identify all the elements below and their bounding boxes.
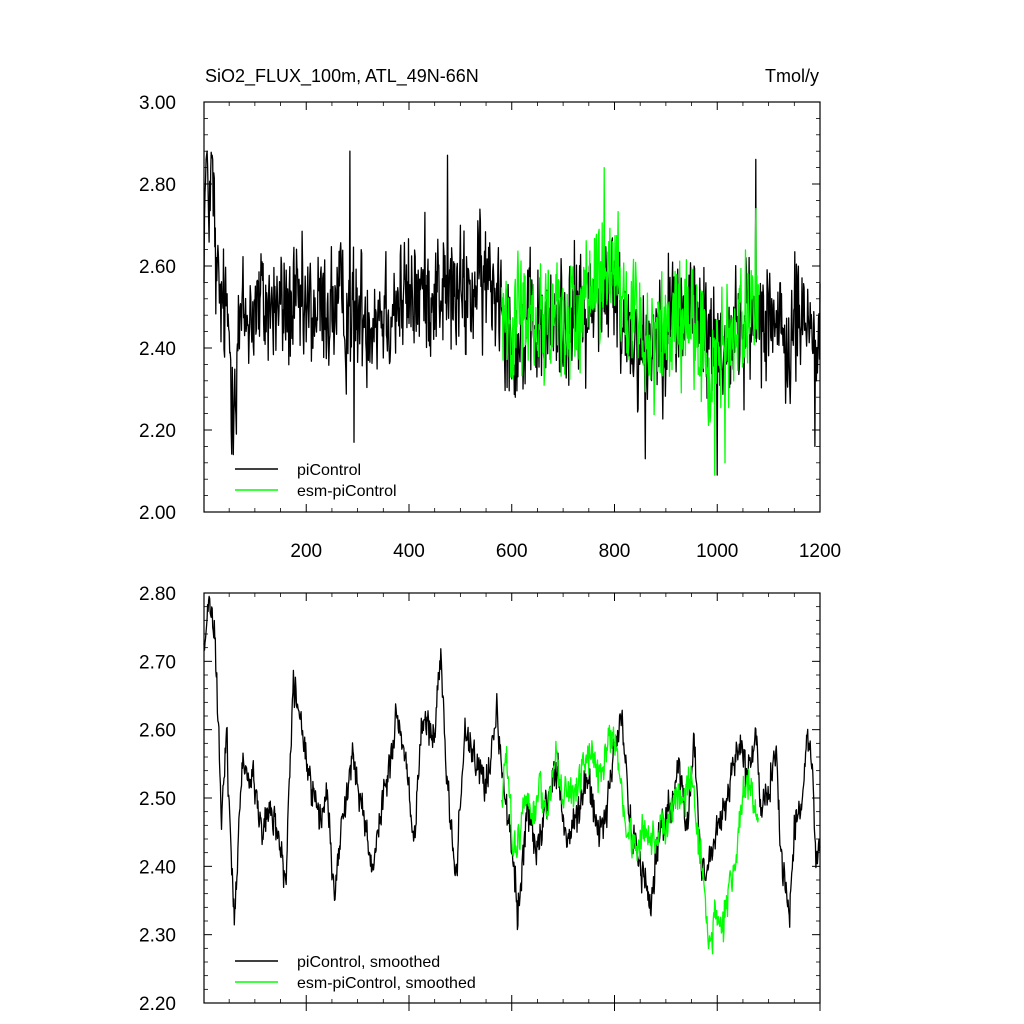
bottom-ytick-label: 2.70 — [139, 652, 176, 673]
top-plot-frame — [203, 101, 821, 513]
top-legend-label-picontrol: piControl — [297, 462, 361, 479]
top-xtick-label: 400 — [393, 541, 425, 562]
bottom-series-line-esm-picontrol-smoothed — [500, 724, 759, 955]
top-xtick-label: 200 — [290, 541, 322, 562]
top-series-line-esm-picontrol — [500, 166, 759, 476]
bottom-legend-label-esm-picontrol: esm-piControl, smoothed — [297, 975, 476, 992]
top-ytick-label: 2.60 — [139, 257, 176, 278]
top-legend-label-esm-picontrol: esm-piControl — [297, 483, 397, 500]
bottom-series-group — [203, 595, 821, 955]
top-chart-units: Tmol/y — [765, 66, 819, 86]
top-xtick-label: 1200 — [799, 541, 841, 562]
top-ytick-label: 2.80 — [139, 175, 176, 196]
top-ticks-group: 2.00 2.20 2.40 2.60 2.80 3.00 200 400 600 800 1000… — [139, 93, 841, 562]
top-series-group — [203, 150, 821, 476]
top-xtick-label: 600 — [496, 541, 528, 562]
bottom-ticks-group: 2.20 2.30 2.40 2.50 2.60 2.70 2.80 — [139, 584, 821, 1015]
top-chart-title: SiO2_FLUX_100m, ATL_49N-66N — [205, 66, 479, 87]
bottom-series-line-picontrol-smoothed — [203, 595, 821, 931]
top-legend: piControl esm-piControl — [235, 462, 397, 500]
top-panel: SiO2_FLUX_100m, ATL_49N-66N Tmol/y 2.002… — [139, 66, 841, 562]
bottom-ytick-label: 2.50 — [139, 789, 176, 810]
bottom-legend: piControl, smoothed esm-piControl, smoot… — [235, 954, 476, 992]
top-ytick-label: 3.00 — [139, 93, 176, 114]
bottom-legend-label-picontrol: piControl, smoothed — [297, 954, 440, 971]
bottom-ytick-label: 2.80 — [139, 584, 176, 605]
top-ytick-label: 2.20 — [139, 421, 176, 442]
bottom-ytick-label: 2.20 — [139, 994, 176, 1015]
bottom-plot-frame — [203, 592, 821, 1004]
bottom-ytick-label: 2.40 — [139, 857, 176, 878]
top-ytick-label: 2.40 — [139, 339, 176, 360]
bottom-ytick-label: 2.60 — [139, 721, 176, 742]
bottom-ytick-label: 2.30 — [139, 926, 176, 947]
top-ytick-label: 2.00 — [139, 503, 176, 524]
top-xtick-label: 800 — [599, 541, 631, 562]
top-xtick-label: 1000 — [696, 541, 738, 562]
bottom-panel: 2.20 2.30 2.40 2.50 2.60 2.70 2.80 piControl, … — [139, 584, 821, 1015]
